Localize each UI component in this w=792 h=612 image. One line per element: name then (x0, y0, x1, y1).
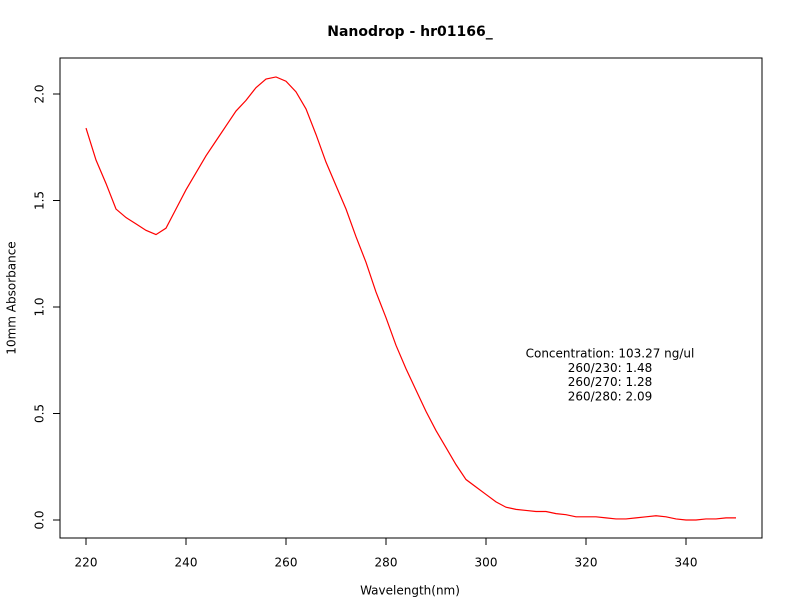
annotation: 260/280: 2.09 (568, 389, 652, 403)
y-tick-label: 2.0 (33, 84, 47, 103)
data-line (85, 76, 736, 521)
annotation: 260/270: 1.28 (568, 375, 652, 389)
x-tick-label: 320 (575, 556, 598, 570)
y-axis-label: 10mm Absorbance (5, 241, 19, 354)
x-tick-label: 280 (375, 556, 398, 570)
x-tick-label: 220 (75, 556, 98, 570)
chart-title: Nanodrop - hr01166_ (327, 24, 492, 40)
y-tick-label: 1.5 (33, 191, 47, 210)
y-tick-label: 0.0 (33, 510, 47, 529)
annotation: 260/230: 1.48 (568, 361, 652, 375)
annotation: Concentration: 103.27 ng/ul (526, 347, 695, 361)
x-tick-label: 300 (475, 556, 498, 570)
x-axis-label: Wavelength(nm) (360, 584, 460, 598)
y-tick-label: 1.0 (33, 297, 47, 316)
y-tick-label: 0.5 (33, 404, 47, 423)
x-tick-label: 260 (275, 556, 298, 570)
x-tick-label: 340 (675, 556, 698, 570)
x-tick-label: 240 (175, 556, 198, 570)
